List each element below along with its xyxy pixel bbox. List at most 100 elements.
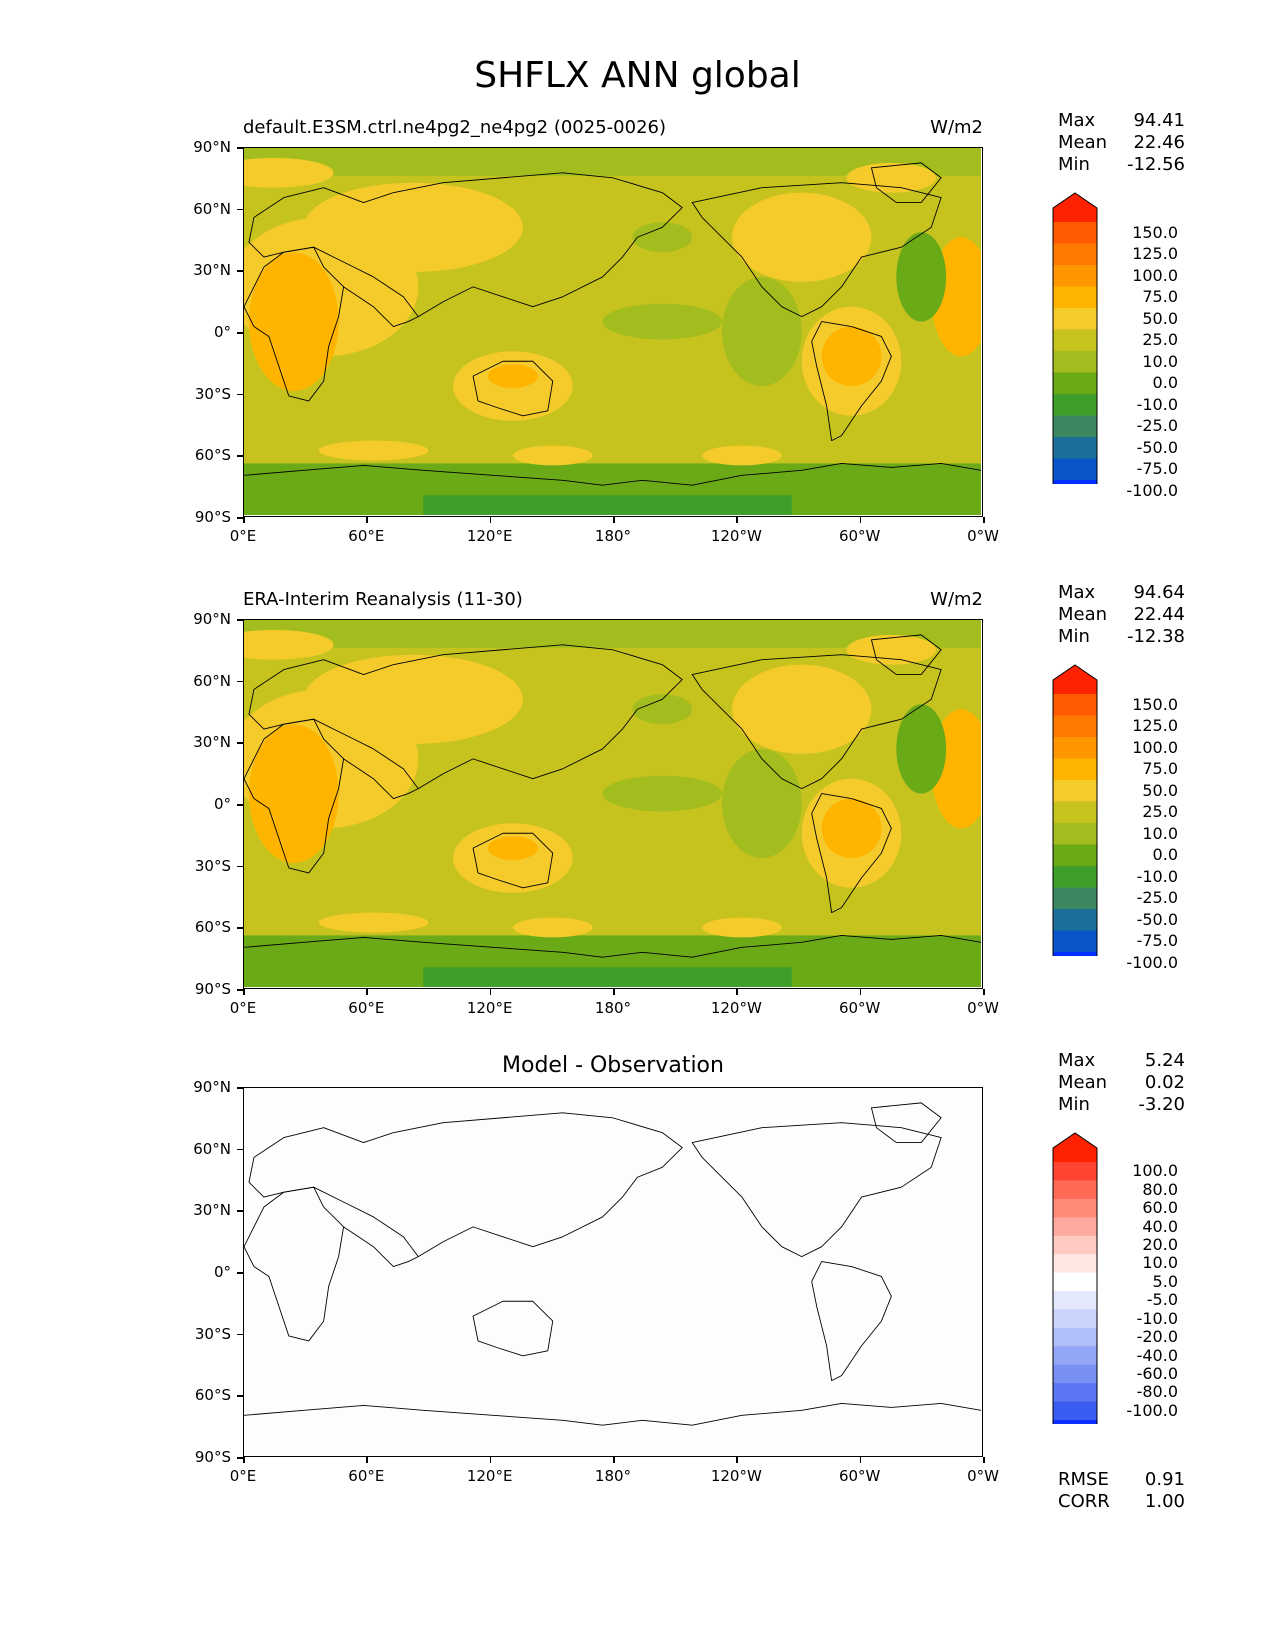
map-plot-area — [243, 147, 983, 517]
colorbar-tick-label: -25.0 — [1136, 888, 1178, 908]
colorbar-segment — [1053, 1327, 1097, 1347]
field-contour-5 — [303, 182, 523, 272]
lon-tick-label: 0°E — [229, 527, 257, 545]
colorbar-extend-top — [1053, 665, 1097, 694]
lon-tick-mark — [366, 989, 368, 995]
lon-tick-label: 120°W — [710, 527, 762, 545]
colorbar-tick-label: -50.0 — [1136, 909, 1178, 929]
colorbar-tick-label: -100.0 — [1126, 1400, 1178, 1420]
lat-tick-label: 90°N — [193, 138, 231, 156]
lat-tick-label: 30°N — [193, 1201, 231, 1220]
lat-tick-label: 60°N — [193, 671, 231, 690]
stats-min-label: Min — [1058, 1094, 1090, 1115]
colorbar-extend-bottom — [1053, 952, 1097, 956]
colorbar-segment — [1053, 930, 1097, 953]
coastline-4 — [691, 182, 942, 318]
lat-tick-label: 60°N — [193, 199, 231, 218]
lon-tick-mark — [366, 517, 368, 523]
colorbar-tick-label: 50.0 — [1142, 780, 1178, 800]
stats-min-value: -12.38 — [1126, 626, 1185, 647]
colorbar-segment — [1053, 1291, 1097, 1310]
colorbar-tick-label: 0.0 — [1152, 373, 1178, 393]
lon-tick-label: 0°W — [967, 527, 999, 545]
lat-tick-label: 90°N — [193, 610, 231, 628]
colorbar-segment — [1053, 1217, 1097, 1237]
map-svg — [244, 1088, 981, 1455]
colorbar-segment — [1053, 887, 1097, 910]
colorbar-tick-label: -5.0 — [1146, 1290, 1178, 1310]
lat-tick-mark — [237, 332, 243, 334]
colorbar-extend-bottom — [1053, 480, 1097, 484]
lon-tick-label: 60°W — [838, 1467, 881, 1485]
lat-tick-mark — [237, 989, 243, 991]
colorbar — [1052, 1132, 1098, 1424]
colorbar-tick-label: 20.0 — [1142, 1234, 1178, 1254]
lon-tick-mark — [983, 517, 985, 523]
colorbar-segment — [1053, 715, 1097, 738]
colorbar-tick-label: 75.0 — [1142, 759, 1178, 779]
lat-tick-mark — [237, 1210, 243, 1212]
colorbar-segment — [1053, 222, 1097, 244]
stats-mean-value: 22.44 — [1133, 604, 1185, 625]
colorbar-segment — [1053, 823, 1097, 845]
stats-mean-value: 0.02 — [1144, 1072, 1185, 1093]
lon-tick-mark — [736, 1457, 738, 1463]
colorbar-tick-label: 75.0 — [1142, 287, 1178, 307]
colorbar-tick-label: 10.0 — [1142, 351, 1178, 371]
colorbar-segment — [1053, 329, 1097, 352]
coastline-4 — [691, 654, 942, 790]
colorbar-tick-label: -40.0 — [1136, 1345, 1178, 1365]
coastline-6 — [870, 162, 942, 204]
colorbar-extend-top — [1053, 1133, 1097, 1162]
field-contour-16 — [702, 445, 782, 466]
lon-tick-label: 120°E — [466, 527, 513, 545]
field-contour-2 — [423, 967, 792, 987]
colorbar-segment — [1053, 1309, 1097, 1329]
colorbar-tick-label: 60.0 — [1142, 1198, 1178, 1218]
colorbar-tick-label: 50.0 — [1142, 308, 1178, 328]
colorbar-segment — [1053, 1180, 1097, 1200]
colorbar-segment — [1053, 265, 1097, 287]
stats-max-value: 94.64 — [1133, 582, 1185, 603]
panel-units: W/m2 — [930, 589, 983, 610]
lat-tick-label: 60°S — [194, 446, 231, 465]
lat-tick-mark — [237, 1395, 243, 1397]
lat-tick-mark — [237, 393, 243, 396]
colorbar-segment — [1053, 1364, 1097, 1384]
lat-tick-mark — [237, 742, 243, 744]
colorbar-tick-label: -80.0 — [1136, 1382, 1178, 1402]
lat-tick-label: 60°N — [193, 1139, 231, 1158]
colorbar-tick-label: -100.0 — [1126, 480, 1178, 500]
lon-tick-mark — [243, 1457, 245, 1463]
field-contour-4 — [248, 724, 339, 864]
field-contour-10 — [732, 192, 872, 282]
lon-tick-mark — [489, 1457, 492, 1463]
colorbar-segment — [1053, 1235, 1097, 1255]
colorbar-tick-label: -50.0 — [1136, 437, 1178, 457]
colorbar-tick-label: 100.0 — [1132, 1161, 1178, 1181]
lon-tick-label: 120°W — [710, 999, 762, 1017]
lon-tick-label: 60°E — [348, 1467, 385, 1485]
lon-tick-label: 0°W — [967, 1467, 999, 1485]
colorbar-tick-label: 80.0 — [1142, 1179, 1178, 1199]
lat-tick-label: 0° — [213, 323, 231, 341]
lon-tick-mark — [859, 517, 862, 523]
coastline-1 — [248, 1112, 683, 1258]
colorbar-segment — [1053, 308, 1097, 330]
colorbar-segment — [1053, 415, 1097, 438]
rmse-value: 0.91 — [1144, 1469, 1185, 1490]
lon-tick-mark — [613, 517, 615, 523]
field-contour-13 — [722, 276, 802, 387]
map-svg — [244, 148, 981, 515]
stats-min-label: Min — [1058, 154, 1090, 175]
colorbar-outline — [1052, 664, 1098, 956]
field-contour-7 — [488, 364, 538, 389]
coastline-3 — [472, 360, 554, 417]
stats-max-value: 5.24 — [1144, 1050, 1185, 1071]
field-contour-12 — [602, 775, 723, 812]
lon-tick-mark — [983, 1457, 985, 1463]
lat-tick-label: 30°N — [193, 261, 231, 280]
stats-min-value: -12.56 — [1126, 154, 1185, 175]
coastline-3 — [472, 1300, 554, 1357]
field-contour-15 — [896, 704, 947, 794]
